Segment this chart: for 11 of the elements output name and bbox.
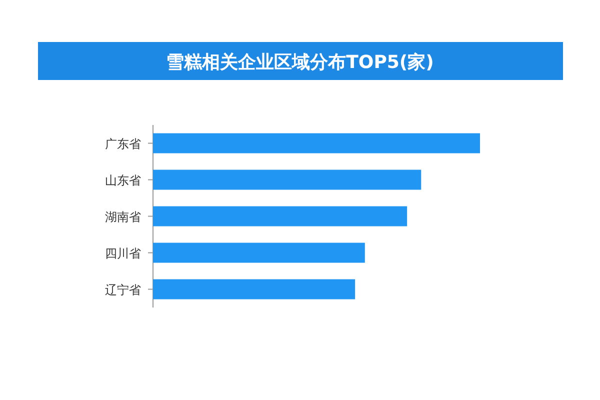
y-tick-label: 湖南省 (105, 210, 141, 224)
y-tick-label: 广东省 (105, 136, 141, 151)
bar (153, 170, 422, 190)
y-tick-label: 四川省 (105, 246, 141, 260)
chart-title: 雪糕相关企业区域分布TOP5(家) (166, 52, 434, 73)
bar (153, 133, 480, 154)
bar (153, 242, 365, 263)
bar (153, 206, 408, 226)
y-tick-label: 山东省 (105, 173, 141, 188)
y-tick-label: 辽宁省 (105, 282, 141, 297)
bar (153, 279, 356, 300)
